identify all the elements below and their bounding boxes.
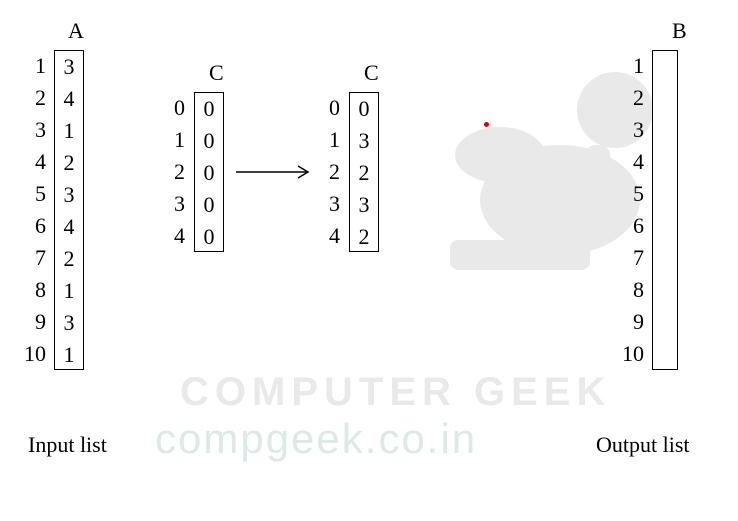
array-b-cell-7 bbox=[653, 274, 677, 306]
array-c2-indices: 01234 bbox=[320, 92, 346, 252]
array-b-index-1: 2 bbox=[616, 82, 650, 114]
array-b-label: B bbox=[672, 18, 687, 44]
array-b-index-4: 5 bbox=[616, 178, 650, 210]
array-b-indices: 12345678910 bbox=[616, 50, 650, 370]
array-b-index-7: 8 bbox=[616, 274, 650, 306]
array-c1-cell-0: 0 bbox=[195, 93, 223, 125]
array-c1-cell-3: 0 bbox=[195, 189, 223, 221]
array-c1-cell-2: 0 bbox=[195, 157, 223, 189]
array-a-cell-7: 1 bbox=[55, 275, 83, 307]
array-c1-indices: 01234 bbox=[165, 92, 191, 252]
array-c2-index-0: 0 bbox=[320, 92, 346, 124]
array-a-index-9: 10 bbox=[18, 338, 52, 370]
array-b-cell-4 bbox=[653, 178, 677, 210]
array-a-cell-9: 1 bbox=[55, 339, 83, 371]
array-c2-cell-3: 3 bbox=[350, 189, 378, 221]
array-a-index-8: 9 bbox=[18, 306, 52, 338]
output-caption: Output list bbox=[596, 432, 690, 458]
array-b-box bbox=[652, 50, 678, 370]
array-c2-index-1: 1 bbox=[320, 124, 346, 156]
array-a-index-0: 1 bbox=[18, 50, 52, 82]
array-c2-cell-0: 0 bbox=[350, 93, 378, 125]
array-a-index-6: 7 bbox=[18, 242, 52, 274]
array-c1-label: C bbox=[209, 60, 224, 86]
array-a-cell-0: 3 bbox=[55, 51, 83, 83]
array-c2-index-4: 4 bbox=[320, 220, 346, 252]
array-b-index-9: 10 bbox=[616, 338, 650, 370]
red-dot bbox=[484, 122, 489, 127]
transition-arrow bbox=[236, 164, 316, 180]
array-a-cell-2: 1 bbox=[55, 115, 83, 147]
array-a-box: 3412342131 bbox=[54, 50, 84, 370]
watermark-logo bbox=[430, 40, 690, 320]
array-c1-box: 00000 bbox=[194, 92, 224, 252]
array-c2-index-3: 3 bbox=[320, 188, 346, 220]
array-a-cell-8: 3 bbox=[55, 307, 83, 339]
array-b-index-2: 3 bbox=[616, 114, 650, 146]
array-c2-cell-2: 2 bbox=[350, 157, 378, 189]
array-a-index-5: 6 bbox=[18, 210, 52, 242]
array-b-cell-5 bbox=[653, 210, 677, 242]
array-a-index-1: 2 bbox=[18, 82, 52, 114]
array-c1-index-2: 2 bbox=[165, 156, 191, 188]
array-a-cell-4: 3 bbox=[55, 179, 83, 211]
array-b-index-3: 4 bbox=[616, 146, 650, 178]
array-c2-index-2: 2 bbox=[320, 156, 346, 188]
array-a-cell-1: 4 bbox=[55, 83, 83, 115]
array-c1-cell-1: 0 bbox=[195, 125, 223, 157]
array-b-cell-0 bbox=[653, 51, 677, 83]
array-b-cell-3 bbox=[653, 146, 677, 178]
array-c1-index-0: 0 bbox=[165, 92, 191, 124]
watermark-text-2: compgeek.co.in bbox=[155, 415, 477, 463]
array-b-index-5: 6 bbox=[616, 210, 650, 242]
array-a-cell-5: 4 bbox=[55, 211, 83, 243]
array-b-index-6: 7 bbox=[616, 242, 650, 274]
array-a-cell-6: 2 bbox=[55, 243, 83, 275]
array-b-index-0: 1 bbox=[616, 50, 650, 82]
array-a-index-3: 4 bbox=[18, 146, 52, 178]
array-c1-index-1: 1 bbox=[165, 124, 191, 156]
watermark-text-1: COMPUTER GEEK bbox=[180, 370, 611, 415]
array-a-label: A bbox=[68, 18, 84, 44]
array-b-index-8: 9 bbox=[616, 306, 650, 338]
array-c2-box: 03232 bbox=[349, 92, 379, 252]
array-b-cell-1 bbox=[653, 83, 677, 115]
array-a-index-2: 3 bbox=[18, 114, 52, 146]
array-b-cell-8 bbox=[653, 305, 677, 337]
array-a-index-4: 5 bbox=[18, 178, 52, 210]
array-c1-index-4: 4 bbox=[165, 220, 191, 252]
input-caption: Input list bbox=[28, 432, 107, 458]
array-c1-index-3: 3 bbox=[165, 188, 191, 220]
array-a-cell-3: 2 bbox=[55, 147, 83, 179]
array-c1-cell-4: 0 bbox=[195, 221, 223, 253]
array-c2-cell-1: 3 bbox=[350, 125, 378, 157]
array-a-indices: 12345678910 bbox=[18, 50, 52, 370]
array-b-cell-9 bbox=[653, 337, 677, 369]
array-b-cell-2 bbox=[653, 115, 677, 147]
array-a-index-7: 8 bbox=[18, 274, 52, 306]
array-b-cell-6 bbox=[653, 242, 677, 274]
array-c2-cell-4: 2 bbox=[350, 221, 378, 253]
array-c2-label: C bbox=[364, 60, 379, 86]
